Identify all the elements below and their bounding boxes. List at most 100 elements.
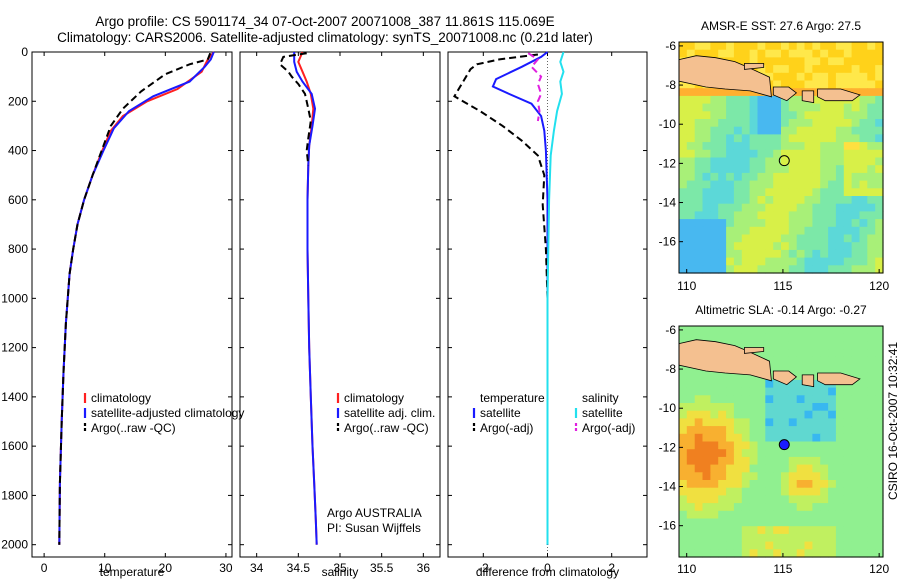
map-cell bbox=[726, 526, 735, 535]
map-cell bbox=[859, 395, 868, 404]
map-cell bbox=[694, 265, 704, 274]
map-cell bbox=[749, 379, 758, 389]
map-cell bbox=[835, 333, 845, 342]
map-cell bbox=[694, 242, 704, 251]
map-cell bbox=[796, 111, 806, 120]
map-cell bbox=[835, 149, 845, 159]
map-cell bbox=[718, 326, 727, 335]
map-cell bbox=[867, 426, 876, 435]
map-cell bbox=[820, 119, 829, 128]
map-cell bbox=[702, 480, 711, 489]
map-cell bbox=[788, 180, 798, 189]
map-cell bbox=[820, 257, 829, 266]
series-line-salinity-1 bbox=[293, 52, 318, 545]
annotation-pi: PI: Susan Wijffels bbox=[327, 521, 421, 535]
map-cell bbox=[710, 503, 719, 512]
map-cell bbox=[741, 180, 751, 189]
map-cell bbox=[773, 472, 782, 481]
map-cell bbox=[804, 518, 813, 527]
map-cell bbox=[694, 180, 704, 189]
map-cell bbox=[812, 410, 821, 419]
map-cell bbox=[828, 441, 837, 450]
map-cell bbox=[702, 456, 711, 466]
map-cell bbox=[804, 495, 813, 504]
map-cell bbox=[812, 134, 821, 143]
map-cell bbox=[788, 157, 798, 166]
map-cell bbox=[686, 533, 696, 543]
map-cell bbox=[718, 203, 727, 212]
map-cell bbox=[835, 410, 845, 419]
map-cell bbox=[749, 57, 758, 66]
map-cell bbox=[741, 456, 751, 466]
map-cell bbox=[741, 134, 751, 143]
series-line-difference-1 bbox=[453, 53, 549, 545]
map-cell bbox=[804, 111, 813, 120]
map-cell bbox=[741, 211, 751, 220]
map-cell bbox=[773, 418, 782, 427]
map-cell bbox=[686, 426, 696, 435]
map-cell bbox=[702, 88, 711, 97]
map-cell bbox=[679, 165, 688, 174]
map-cell bbox=[702, 257, 711, 266]
map-cell bbox=[804, 441, 813, 450]
map-cell bbox=[765, 65, 774, 74]
map-cell bbox=[875, 211, 884, 220]
map-cell bbox=[694, 372, 704, 381]
map-cell bbox=[804, 157, 813, 166]
map-cell bbox=[773, 180, 782, 189]
map-cell bbox=[859, 111, 868, 120]
map-cell bbox=[875, 495, 884, 504]
map-cell bbox=[812, 249, 821, 259]
csiro-timestamp: CSIRO 16-Oct-2007 10:32:41 bbox=[886, 341, 900, 500]
map-cell bbox=[804, 180, 813, 189]
map-cell bbox=[679, 196, 688, 205]
map-cell bbox=[796, 426, 806, 435]
map-cell bbox=[733, 196, 743, 205]
map-cell bbox=[851, 103, 860, 112]
map-cell bbox=[749, 456, 758, 466]
map-cell bbox=[773, 42, 782, 51]
map-cell bbox=[757, 495, 766, 504]
map-cell bbox=[765, 349, 774, 358]
map-cell bbox=[726, 387, 735, 396]
map-cell bbox=[867, 95, 876, 105]
map-cell bbox=[733, 157, 743, 166]
map-cell bbox=[788, 410, 798, 419]
map-cell bbox=[726, 449, 735, 458]
map-cell bbox=[820, 410, 829, 419]
map-cell bbox=[679, 518, 688, 527]
map-cell bbox=[859, 188, 868, 197]
map-cell bbox=[694, 449, 704, 458]
map-cell bbox=[812, 364, 821, 373]
map-cell bbox=[781, 57, 790, 66]
map-cell bbox=[796, 211, 806, 220]
map-cell bbox=[741, 480, 751, 489]
map-cell bbox=[686, 226, 696, 236]
map-cell bbox=[835, 341, 845, 350]
map-cell bbox=[796, 188, 806, 197]
map-cell bbox=[773, 196, 782, 205]
map-cell bbox=[835, 196, 845, 205]
map-cell bbox=[741, 172, 751, 182]
map-cell bbox=[851, 42, 860, 51]
map-cell bbox=[781, 487, 790, 496]
map-cell bbox=[796, 57, 806, 66]
map-cell bbox=[804, 257, 813, 266]
map-cell bbox=[694, 433, 704, 443]
map-cell bbox=[843, 211, 853, 220]
map-cell bbox=[859, 487, 868, 496]
map-cell bbox=[788, 80, 798, 89]
map-cell bbox=[851, 456, 860, 466]
map-cell bbox=[694, 226, 704, 236]
map-cell bbox=[679, 403, 688, 412]
map-cell bbox=[733, 88, 743, 97]
map-y-tick-label-sla: -14 bbox=[659, 480, 677, 494]
map-cell bbox=[773, 533, 782, 543]
map-cell bbox=[875, 188, 884, 197]
map-cell bbox=[835, 541, 845, 550]
map-cell bbox=[733, 341, 743, 350]
map-cell bbox=[859, 103, 868, 112]
map-cell bbox=[859, 119, 868, 128]
map-cell bbox=[835, 188, 845, 197]
map-cell bbox=[757, 418, 766, 427]
